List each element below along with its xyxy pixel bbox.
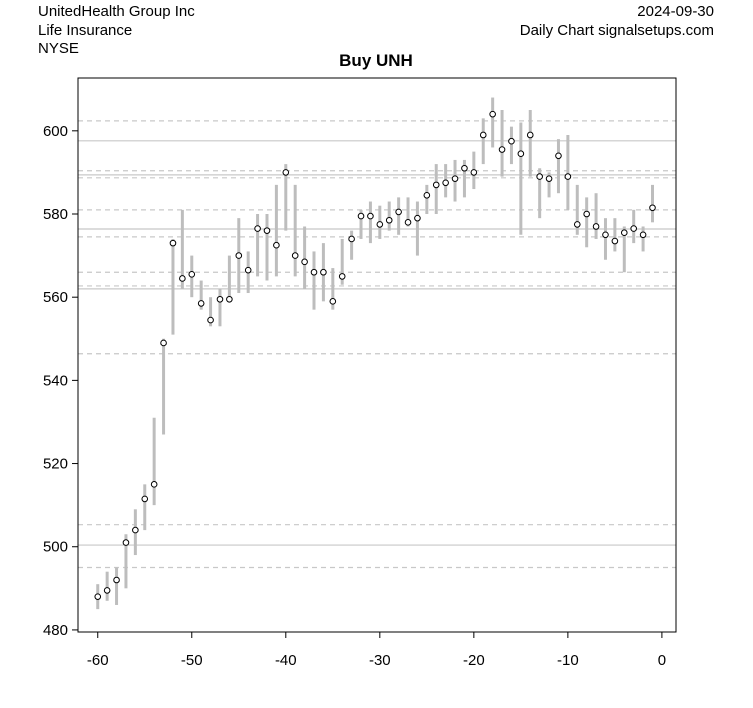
chart-title: Buy UNH [339, 51, 413, 70]
close-point [508, 137, 515, 145]
close-point [461, 164, 468, 172]
close-point [188, 271, 196, 278]
close-point [639, 231, 647, 239]
header-exchange: NYSE [38, 40, 79, 57]
close-point [583, 210, 590, 218]
close-point [122, 539, 130, 546]
close-point [301, 258, 308, 266]
close-point [207, 316, 214, 324]
close-point [630, 225, 637, 232]
plot-frame [77, 77, 677, 633]
header-sector: Life Insurance [38, 22, 132, 39]
close-point [451, 175, 459, 182]
close-point [357, 212, 365, 220]
close-point [197, 300, 205, 307]
close-point [367, 212, 374, 220]
close-point [432, 181, 440, 189]
close-point [235, 252, 243, 259]
close-point [282, 169, 290, 176]
header-name: UnitedHealth Group Inc [38, 3, 195, 20]
close-point [160, 339, 167, 347]
close-point [329, 298, 337, 305]
close-point [216, 295, 224, 303]
close-point [291, 252, 299, 259]
close-point [526, 131, 534, 139]
close-point [395, 208, 402, 216]
close-point [385, 216, 393, 224]
close-point [489, 110, 496, 118]
close-point [573, 221, 581, 228]
close-point [376, 221, 384, 228]
close-point [536, 173, 543, 180]
x-tick-label: -60 [87, 652, 109, 669]
close-point [517, 150, 525, 157]
close-point [423, 191, 431, 199]
close-point [564, 173, 572, 180]
close-point [338, 273, 346, 280]
close-point [592, 223, 600, 230]
close-point [150, 481, 158, 488]
close-point [479, 131, 487, 139]
close-point [498, 146, 506, 153]
close-point [103, 587, 111, 594]
close-point [169, 239, 177, 247]
close-point [320, 268, 327, 276]
close-point [348, 235, 355, 243]
x-tick-label: -20 [463, 652, 485, 669]
close-point [141, 495, 149, 503]
close-point [404, 219, 412, 226]
header-date: 2024-09-30 [637, 3, 714, 20]
close-point [602, 231, 609, 239]
close-point [132, 526, 139, 534]
close-point [310, 268, 318, 276]
close-point [179, 275, 186, 282]
header-source: Daily Chart signalsetups.com [520, 22, 714, 39]
x-tick-label: 0 [658, 652, 666, 669]
close-point [555, 152, 562, 160]
close-point [545, 175, 553, 182]
y-tick-label: 580 [43, 206, 68, 223]
close-point [649, 204, 656, 212]
close-point [263, 227, 271, 234]
close-point [94, 593, 102, 600]
close-point [620, 229, 628, 237]
x-tick-label: -30 [369, 652, 391, 669]
close-point [611, 237, 619, 245]
close-point [414, 214, 421, 222]
y-tick-label: 520 [43, 456, 68, 473]
y-tick-label: 560 [43, 289, 68, 306]
x-tick-label: -10 [557, 652, 579, 669]
y-tick-label: 540 [43, 372, 68, 389]
close-point [470, 169, 478, 176]
close-point [273, 241, 280, 249]
close-point [113, 576, 120, 584]
close-point [244, 266, 252, 274]
close-point [442, 179, 449, 187]
close-point [254, 225, 261, 232]
y-tick-label: 500 [43, 539, 68, 556]
y-tick-label: 480 [43, 622, 68, 639]
x-tick-label: -40 [275, 652, 297, 669]
close-point [226, 295, 233, 303]
y-tick-label: 600 [43, 123, 68, 140]
x-tick-label: -50 [181, 652, 203, 669]
